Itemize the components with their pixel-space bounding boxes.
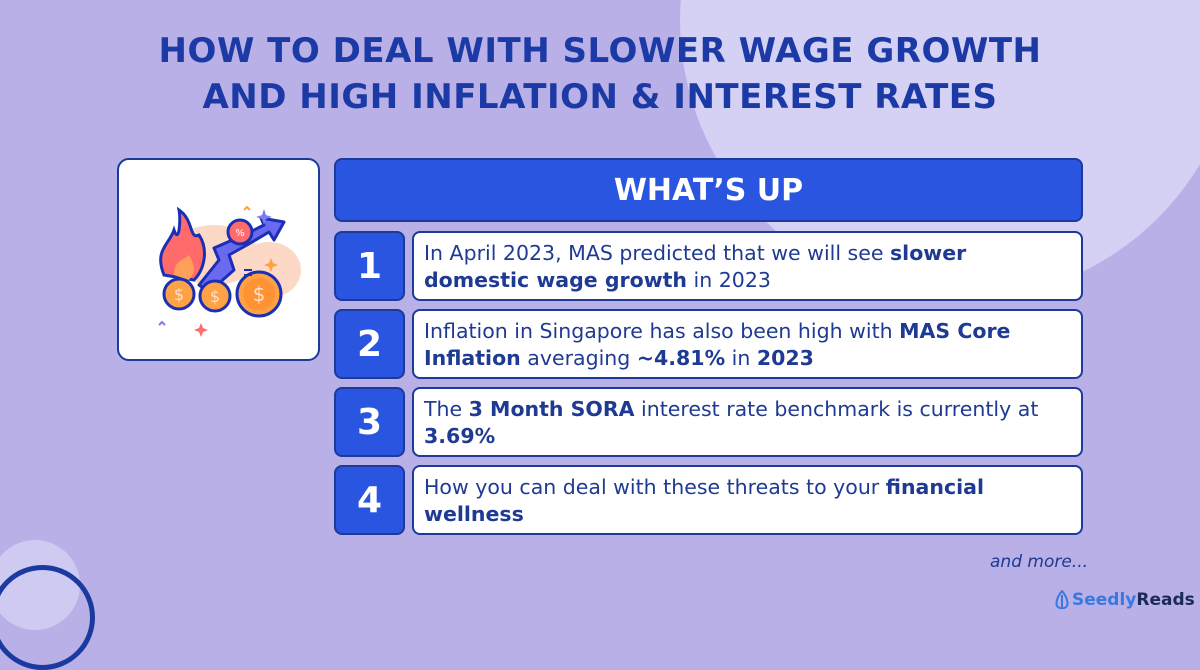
highlight-text: financial wellness — [424, 475, 985, 526]
seed-icon — [1055, 590, 1069, 610]
logo-reads: Reads — [1136, 590, 1195, 610]
svg-text:$: $ — [174, 285, 184, 304]
body-text: averaging — [520, 346, 637, 370]
highlight-text: ~4.81% — [636, 346, 726, 370]
svg-text:%: % — [235, 228, 245, 239]
highlight-text: 3 Month SORA — [468, 397, 635, 421]
body-text: Inflation in Singapore has also been hig… — [424, 319, 900, 343]
highlight-text: 3.69% — [424, 424, 496, 448]
item-text: The 3 Month SORA interest rate benchmark… — [412, 387, 1083, 457]
list-item: 1 In April 2023, MAS predicted that we wi… — [334, 231, 1083, 301]
item-number: 2 — [334, 309, 405, 379]
illustration-card: % $ $ $ — [117, 158, 320, 361]
body-text: In April 2023, MAS predicted that we wil… — [424, 241, 890, 265]
highlight-text: 2023 — [756, 346, 814, 370]
highlight-text: slower domestic wage growth — [424, 241, 967, 292]
logo-seedly: Seedly — [1072, 590, 1137, 610]
title-line-1: HOW TO DEAL WITH SLOWER WAGE GROWTH — [158, 31, 1042, 71]
svg-text:$: $ — [253, 282, 266, 306]
highlight-text: MAS Core Inflation — [424, 319, 1011, 370]
decorative-ring — [0, 565, 95, 670]
item-number: 4 — [334, 465, 405, 535]
item-text: How you can deal with these threats to y… — [412, 465, 1083, 535]
and-more-text: and more... — [990, 552, 1089, 572]
body-text: interest rate benchmark is currently at — [634, 397, 1039, 421]
section-header: WHAT’S UP — [334, 158, 1083, 222]
body-text: How you can deal with these threats to y… — [424, 475, 886, 499]
burning-money-inflation-arrow-icon: % $ $ $ — [158, 205, 301, 337]
item-text: In April 2023, MAS predicted that we wil… — [412, 231, 1083, 301]
item-number: 1 — [334, 231, 405, 301]
item-text: Inflation in Singapore has also been hig… — [412, 309, 1083, 379]
body-text: The — [424, 397, 469, 421]
list-item: 2 Inflation in Singapore has also been hi… — [334, 309, 1083, 379]
title-line-2: AND HIGH INFLATION & INTEREST RATES — [202, 77, 998, 117]
svg-text:$: $ — [210, 287, 220, 306]
list-item: 4 How you can deal with these threats to … — [334, 465, 1083, 535]
body-text: in 2023 — [687, 268, 771, 292]
item-number: 3 — [334, 387, 405, 457]
seedly-reads-logo: Seedly Reads — [1055, 590, 1195, 610]
body-text: in — [725, 346, 757, 370]
list-item: 3 The 3 Month SORA interest rate benchmar… — [334, 387, 1083, 457]
page-title: HOW TO DEAL WITH SLOWER WAGE GROWTH AND H… — [0, 28, 1200, 120]
